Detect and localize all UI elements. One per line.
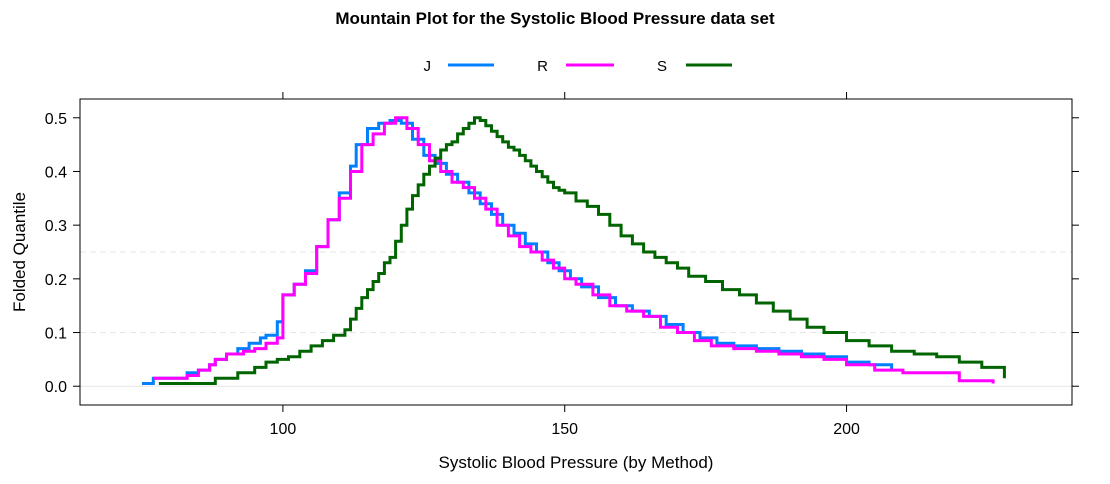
chart-title: Mountain Plot for the Systolic Blood Pre… [335,9,775,28]
y-tick-label-0: 0.0 [45,379,67,396]
reference-lines [80,251,1072,387]
legend-label-s: S [657,58,667,75]
series-line-s [158,116,1006,385]
y-axis-label: Folded Quantile [10,192,29,312]
x-axis-ticks: 100 150 200 [270,92,860,438]
y-tick-label-3: 0.3 [45,218,67,235]
series-line-r [153,116,995,384]
x-tick-label-0: 100 [270,421,297,438]
y-tick-label-1: 0.1 [45,326,67,343]
y-axis-ticks: 0.0 0.1 0.2 0.3 0.4 0.5 [45,111,1079,396]
y-tick-label-2: 0.2 [45,272,67,289]
series-lines [142,116,1006,385]
legend-label-r: R [537,58,548,75]
x-tick-label-1: 150 [551,421,578,438]
x-axis-label: Systolic Blood Pressure (by Method) [439,453,714,472]
x-tick-label-2: 200 [833,421,860,438]
plot-area-frame [79,98,1073,406]
series-line-j [142,119,894,385]
y-tick-label-5: 0.5 [45,111,67,128]
legend-label-j: J [424,58,432,75]
y-tick-label-4: 0.4 [45,164,67,181]
